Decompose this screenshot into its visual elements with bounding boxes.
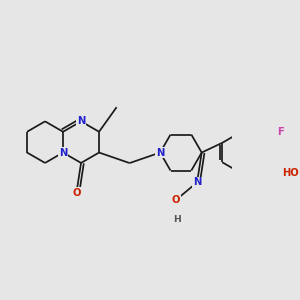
Text: HO: HO bbox=[282, 168, 299, 178]
Text: F: F bbox=[277, 127, 284, 137]
Text: H: H bbox=[173, 215, 181, 224]
Text: N: N bbox=[156, 148, 164, 158]
Text: O: O bbox=[72, 188, 81, 198]
Text: N: N bbox=[77, 116, 85, 126]
Text: N: N bbox=[59, 148, 67, 158]
Text: O: O bbox=[172, 195, 180, 205]
Text: N: N bbox=[193, 177, 201, 188]
